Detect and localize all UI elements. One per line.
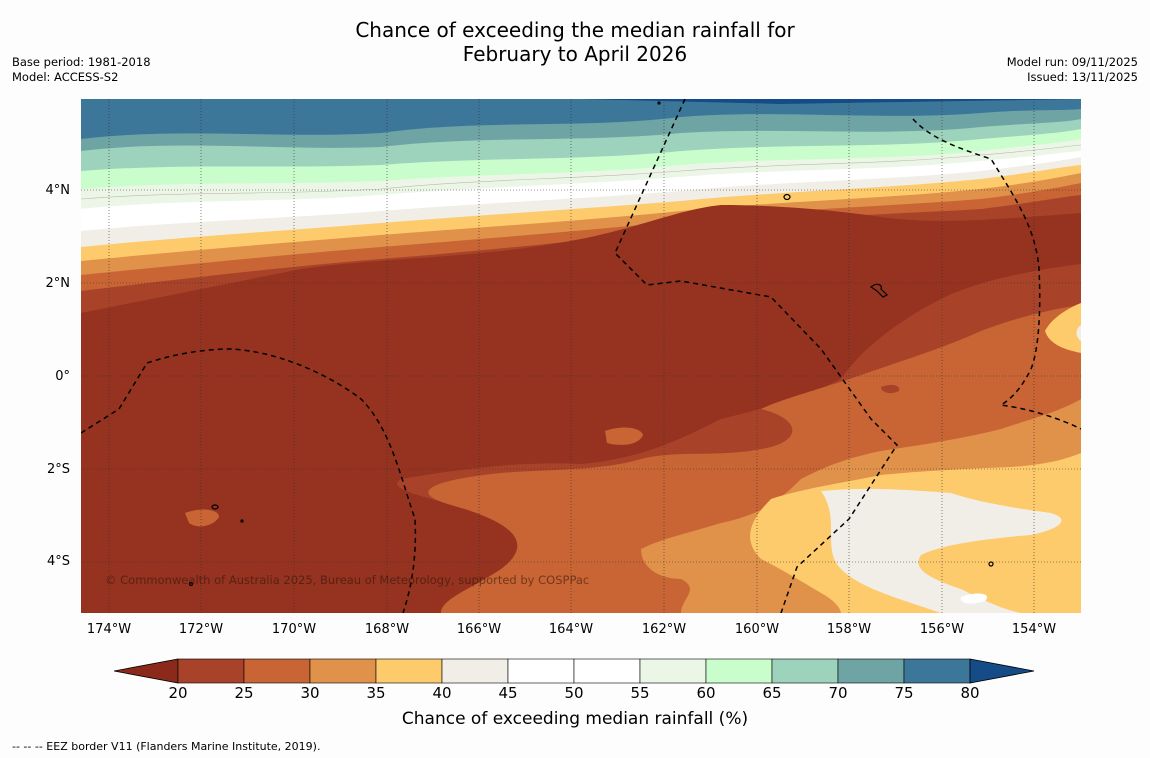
base-period: Base period: 1981-2018: [12, 55, 151, 69]
lat-label-4s: 4°S: [46, 554, 70, 569]
colorbar-tick-label: 75: [894, 684, 914, 702]
colorbar-tick-label: 30: [300, 684, 320, 702]
colorbar-tick-label: 20: [168, 684, 188, 702]
lon-label-166w: 166°W: [456, 622, 502, 637]
se-off-white: [821, 488, 1062, 613]
colorbar-extend-low: [114, 658, 179, 684]
eez-legend-note: -- -- -- EEZ border V11 (Flanders Marine…: [12, 740, 321, 753]
lon-label-160w: 160°W: [734, 622, 780, 637]
eez-line-kiritimati: [614, 99, 898, 613]
eez-borders: [81, 99, 1081, 613]
copyright-notice: © Commonwealth of Australia 2025, Bureau…: [105, 573, 590, 587]
colorbar-title: Chance of exceeding median rainfall (%): [401, 709, 749, 729]
colorbar-cell: [507, 658, 575, 684]
colorbar-cell: [837, 658, 905, 684]
colorbar-tick-label: 45: [498, 684, 518, 702]
colorbar-cell: [309, 658, 377, 684]
se-white-patch: [960, 593, 988, 604]
lon-label-156w: 156°W: [919, 622, 965, 637]
orange-patch-2: [185, 509, 219, 527]
lat-label-4n: 4°N: [45, 183, 71, 198]
colorbar-tick-label: 50: [564, 684, 584, 702]
meta-right: Model run: 09/11/2025 Issued: 13/11/2025: [1007, 55, 1138, 85]
lon-label-164w: 164°W: [548, 622, 594, 637]
colorbar-cell: [375, 658, 443, 684]
model-name: Model: ACCESS-S2: [12, 70, 119, 84]
orange-patch-3: [881, 384, 900, 394]
colorbar-cell: [903, 658, 971, 684]
colorbar-cell: [639, 658, 707, 684]
colorbar-tick-label: 60: [696, 684, 716, 702]
colorbar-cell: [771, 658, 839, 684]
map-title: Chance of exceeding the median rainfall …: [0, 18, 1150, 66]
colorbar-cell: [243, 658, 311, 684]
colorbar-tick-label: 65: [762, 684, 782, 702]
title-line-1: Chance of exceeding the median rainfall …: [355, 18, 795, 42]
colorbar-tick-label: 25: [234, 684, 254, 702]
colorbar-cell: [705, 658, 773, 684]
colorbar-tick-label: 55: [630, 684, 650, 702]
meta-left: Base period: 1981-2018 Model: ACCESS-S2: [12, 55, 151, 85]
colorbar-tick-label: 40: [432, 684, 452, 702]
issued-date: Issued: 13/11/2025: [1027, 70, 1138, 84]
colorbar-tick-label: 35: [366, 684, 386, 702]
colorbar: [114, 658, 1035, 684]
title-line-2: February to April 2026: [462, 42, 688, 66]
contour-lines-grey: [81, 144, 1081, 200]
east-white-spot: [1076, 325, 1081, 341]
lon-label-170w: 170°W: [271, 622, 317, 637]
lon-label-162w: 162°W: [641, 622, 687, 637]
islands: [188, 101, 994, 587]
lat-label-2n: 2°N: [45, 276, 71, 291]
lon-label-158w: 158°W: [826, 622, 872, 637]
orange-patch-1: [605, 427, 643, 445]
lat-label-2s: 2°S: [46, 462, 70, 477]
lon-label-172w: 172°W: [178, 622, 224, 637]
colorbar-extend-high: [969, 658, 1035, 684]
model-run: Model run: 09/11/2025: [1006, 55, 1138, 69]
colorbar-tick-label: 70: [828, 684, 848, 702]
colorbar-cell: [441, 658, 509, 684]
east-yellow-bulge: [1045, 303, 1081, 353]
colorbar-cell: [573, 658, 641, 684]
rainfall-map: [81, 99, 1081, 613]
lat-label-0: 0°: [55, 369, 70, 384]
orange-patch-4: [689, 560, 707, 581]
lon-label-174w: 174°W: [86, 622, 132, 637]
eez-line-east: [912, 118, 1081, 430]
eez-kiribati-west: [81, 348, 417, 613]
contour-lines: [81, 150, 1081, 220]
colorbar-tick-label: 80: [960, 684, 980, 702]
lon-label-154w: 154°W: [1011, 622, 1057, 637]
colorbar-cell: [177, 658, 245, 684]
lon-label-168w: 168°W: [364, 622, 410, 637]
